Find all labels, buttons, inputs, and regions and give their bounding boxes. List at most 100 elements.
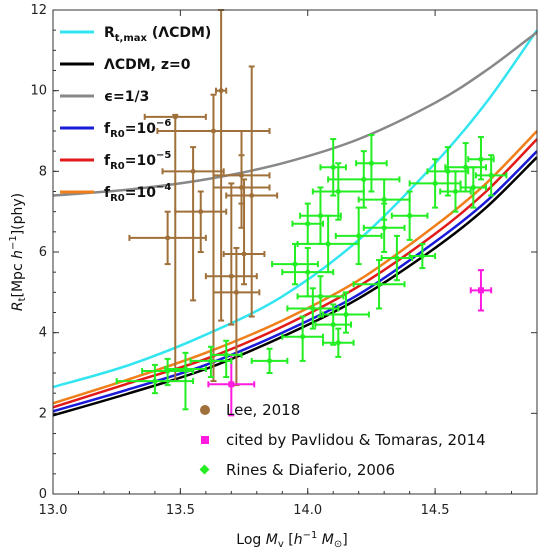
data-point: [469, 269, 493, 312]
point-marker: [487, 171, 495, 179]
x-tick-label: 13.5: [166, 503, 195, 518]
legend-entry-rines: Rines & Diaferio, 2006: [199, 461, 395, 479]
point-marker: [198, 209, 204, 215]
x-ticks: 13.0 13.5 14.0 14.5: [39, 10, 538, 518]
point-marker: [151, 377, 159, 385]
legend-label-fr4: fR0=10−4: [104, 182, 171, 204]
curve-rtmax: [52, 29, 539, 389]
point-marker: [228, 273, 234, 279]
point-marker: [360, 175, 368, 183]
legend-label-fr5: fR0=10−5: [104, 150, 171, 172]
x-axis-title: Log Mv [h−1 M⊙]: [236, 530, 347, 550]
data-point: [164, 351, 207, 411]
point-marker: [228, 381, 235, 388]
data-point: [115, 363, 195, 395]
point-marker: [190, 168, 196, 174]
point-marker: [316, 212, 325, 220]
data-point: [281, 246, 335, 298]
point-marker: [265, 357, 274, 365]
data-point: [334, 206, 383, 266]
point-marker: [329, 163, 337, 171]
y-ticks: 0 2 4 6 8 10 12: [30, 3, 537, 502]
point-marker: [172, 114, 178, 120]
point-marker: [477, 155, 485, 163]
data-point: [327, 150, 401, 209]
legend-label-rtmax: Rt,max (ΛCDM): [104, 25, 211, 44]
data-point: [322, 327, 355, 358]
series-circle-0: [128, 9, 279, 387]
legend-entry-fr6: fR0=10−6: [60, 118, 171, 140]
data-point: [212, 154, 271, 229]
legend-label-pavlidou: cited by Pavlidou & Tomaras, 2014: [226, 431, 486, 449]
point-marker: [462, 163, 470, 171]
point-marker: [334, 187, 342, 196]
data-point: [174, 190, 228, 253]
point-marker: [239, 184, 245, 190]
data-point: [408, 158, 462, 209]
legend-marker-rines: [199, 464, 210, 475]
legend-marker-lee: [200, 405, 210, 415]
point-marker: [316, 292, 325, 300]
legend-label-fr6: fR0=10−6: [104, 118, 171, 140]
data-point: [355, 134, 388, 193]
legend-entry-pavlidou: cited by Pavlidou & Tomaras, 2014: [201, 431, 486, 449]
point-marker: [375, 280, 383, 288]
point-marker: [477, 287, 484, 294]
legend-label-eps: ϵ=1/3: [104, 89, 149, 105]
legend-entry-rtmax: Rt,max (ΛCDM): [60, 25, 211, 44]
point-marker: [324, 240, 332, 248]
x-tick-label: 14.0: [293, 503, 322, 518]
point-marker: [334, 339, 342, 347]
point-marker: [309, 304, 317, 313]
data-point: [222, 178, 266, 286]
point-marker: [181, 365, 189, 373]
point-marker: [329, 321, 337, 329]
point-marker: [222, 351, 230, 359]
y-axis-title: Rt[Mpc h−1](phy): [8, 193, 28, 311]
legend-entry-lee: Lee, 2018: [200, 401, 300, 419]
data-point: [250, 347, 289, 374]
legend-entry-lcdm: ΛCDM, z=0: [60, 57, 191, 73]
y-tick-label: 10: [30, 84, 47, 99]
y-tick-label: 0: [39, 487, 47, 502]
curve-eps: [52, 31, 538, 197]
y-tick-label: 12: [30, 3, 47, 18]
point-marker: [367, 159, 375, 167]
data-point: [467, 136, 495, 181]
data-point: [209, 339, 243, 379]
data-point: [357, 178, 411, 221]
data-point: [426, 146, 470, 197]
point-marker: [207, 357, 215, 365]
point-marker: [291, 260, 299, 268]
y-tick-label: 2: [39, 406, 47, 421]
legend-lines: Rt,max (ΛCDM) ΛCDM, z=0 ϵ=1/3 fR0=10−6 f…: [60, 25, 211, 204]
legend-label-lee: Lee, 2018: [226, 401, 300, 419]
data-point: [225, 65, 279, 318]
point-marker: [304, 220, 312, 228]
point-marker: [406, 212, 414, 220]
y-tick-label: 6: [39, 245, 47, 260]
legend-entry-fr4: fR0=10−4: [60, 182, 171, 204]
series-diamond-2: [115, 134, 508, 411]
point-marker: [380, 224, 388, 232]
data-point: [291, 202, 325, 245]
legend-label-lcdm: ΛCDM, z=0: [104, 57, 191, 73]
point-marker: [233, 289, 239, 295]
point-marker: [380, 196, 388, 204]
data-point: [444, 142, 488, 193]
legend-entry-eps: ϵ=1/3: [60, 89, 149, 105]
legend-marker-pavlidou: [201, 436, 209, 444]
point-marker: [210, 128, 216, 134]
data-point: [161, 146, 225, 302]
data-point: [319, 138, 347, 197]
data-point: [128, 210, 207, 266]
point-marker: [299, 333, 307, 341]
point-marker: [304, 268, 312, 276]
curve-lcdm: [52, 156, 538, 417]
legend-label-rines: Rines & Diaferio, 2006: [226, 461, 395, 479]
point-marker: [451, 187, 460, 196]
x-tick-label: 14.5: [421, 503, 450, 518]
data-point: [322, 291, 370, 334]
point-marker: [241, 251, 247, 257]
